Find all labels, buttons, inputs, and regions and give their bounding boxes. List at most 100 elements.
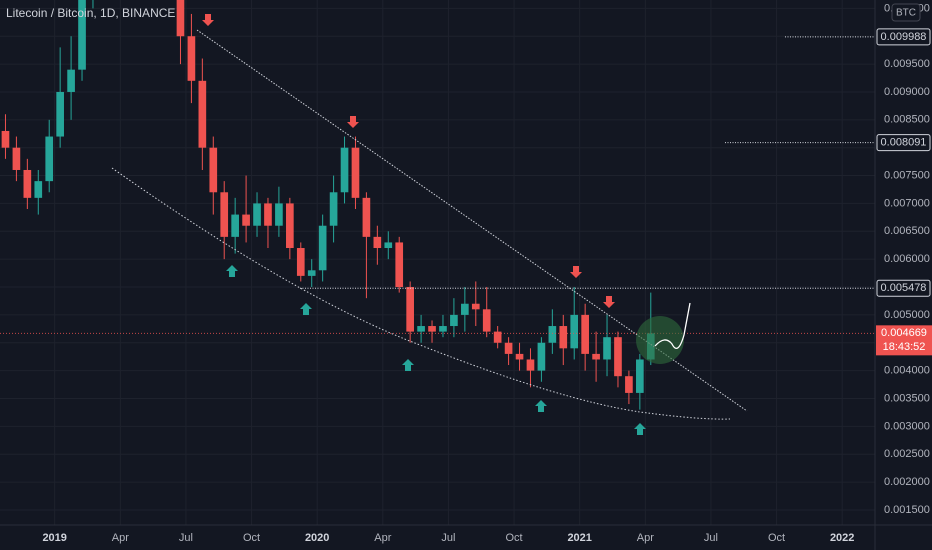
- price-badge: [876, 279, 931, 297]
- x-tick-label: Jul: [441, 532, 455, 544]
- candle-body: [198, 80, 207, 148]
- price-badge-label: 0.009988: [881, 31, 927, 43]
- candle-body: [504, 342, 513, 354]
- y-tick-label: 0.007500: [884, 169, 930, 181]
- y-tick-label: 0.009000: [884, 86, 930, 98]
- y-tick-label: 0.006500: [884, 225, 930, 237]
- y-tick-label: 0.008500: [884, 114, 930, 126]
- candle-body: [395, 242, 404, 288]
- candle-body: [264, 203, 272, 226]
- candle-body: [592, 353, 600, 360]
- price-lines: [0, 36, 875, 334]
- candle-body: [67, 69, 75, 92]
- candle-body: [329, 192, 338, 226]
- y-tick-label: 0.009500: [884, 58, 930, 70]
- x-tick-label: Apr: [637, 532, 654, 544]
- x-tick-label: Oct: [768, 532, 785, 544]
- chart-title: Litecoin / Bitcoin, 1D, BINANCE: [6, 6, 175, 20]
- candle-body: [614, 337, 622, 377]
- candle-body: [384, 242, 393, 249]
- y-tick-label: 0.004000: [884, 365, 930, 377]
- candle-body: [209, 147, 218, 193]
- x-tick-label: Oct: [506, 532, 523, 544]
- candle-body: [515, 353, 524, 360]
- x-tick-label: Jul: [704, 532, 718, 544]
- candle-body: [23, 169, 32, 198]
- candle-body: [318, 225, 327, 271]
- candle-body: [78, 0, 86, 70]
- y-tick-label: 0.006000: [884, 253, 930, 265]
- price-badge: [876, 134, 931, 152]
- candle-body: [581, 314, 589, 354]
- candle-body: [406, 287, 414, 332]
- candle-body: [482, 309, 491, 332]
- candle-body: [45, 136, 54, 182]
- candle-body: [625, 376, 633, 393]
- y-tick-label: 0.001500: [884, 504, 930, 516]
- candle-body: [570, 314, 579, 349]
- x-tick-label: Jul: [179, 532, 193, 544]
- candle-body: [461, 303, 469, 315]
- candle-body: [450, 314, 458, 327]
- last-price-label: 0.004669: [881, 327, 927, 339]
- y-tick-label: 0.003000: [884, 420, 930, 432]
- y-tick-label: 0.002500: [884, 448, 930, 460]
- candle-body: [187, 36, 196, 81]
- candle-body: [307, 270, 316, 276]
- trend-line: [196, 29, 748, 412]
- support-curve: [111, 167, 731, 420]
- candle-body: [471, 303, 480, 310]
- x-tick-label: Oct: [243, 532, 260, 544]
- candle-body: [603, 337, 611, 360]
- candle-body: [296, 248, 305, 276]
- price-badge-label: 0.005478: [881, 282, 927, 294]
- x-tick-label: 2020: [305, 532, 329, 544]
- candle-body: [493, 331, 502, 343]
- countdown: 18:43:52: [883, 341, 926, 353]
- down-arrows: [202, 14, 615, 308]
- candle-body: [351, 147, 360, 198]
- candles: [1, 0, 655, 410]
- candle-body: [242, 214, 250, 226]
- y-tick-label: 0.007000: [884, 197, 930, 209]
- highlight-circle: [636, 316, 684, 364]
- candle-body: [636, 359, 644, 393]
- y-tick-label: 0.005000: [884, 309, 930, 321]
- price-badge-label: 0.008091: [881, 137, 927, 149]
- currency-badge[interactable]: [891, 3, 921, 22]
- candle-body: [362, 197, 371, 237]
- candle-body: [275, 203, 283, 226]
- y-tick-label: 0.002000: [884, 476, 930, 488]
- candle-body: [34, 181, 43, 198]
- currency-label: BTC: [896, 8, 916, 19]
- candle-body: [286, 203, 294, 249]
- x-tick-label: 2019: [42, 532, 66, 544]
- candle-body: [176, 0, 185, 37]
- candle-body: [417, 326, 425, 332]
- candle-body: [340, 147, 349, 193]
- candle-body: [537, 342, 546, 371]
- candle-body: [548, 326, 557, 343]
- candle-body: [12, 147, 21, 170]
- axis-labels: 0.001500 0.002000 0.002500 0.003000 0.003500…: [42, 2, 932, 544]
- x-tick-label: Apr: [374, 532, 391, 544]
- x-tick-label: 2021: [567, 532, 591, 544]
- candle-body: [220, 192, 229, 237]
- x-tick-label: 2022: [830, 532, 854, 544]
- candle-body: [373, 236, 382, 249]
- candle-body: [559, 326, 568, 349]
- y-tick-label: 0.003500: [884, 392, 930, 404]
- grid: [0, 0, 875, 525]
- candle-body: [231, 214, 239, 237]
- annotations: [111, 14, 748, 435]
- candle-body: [253, 203, 261, 226]
- candle-body: [56, 91, 64, 137]
- candle-body: [428, 326, 436, 332]
- projection: [654, 302, 691, 350]
- candle-body: [526, 359, 535, 371]
- candle-body: [439, 326, 447, 332]
- price-badge: [876, 28, 931, 46]
- up-arrows: [226, 265, 646, 435]
